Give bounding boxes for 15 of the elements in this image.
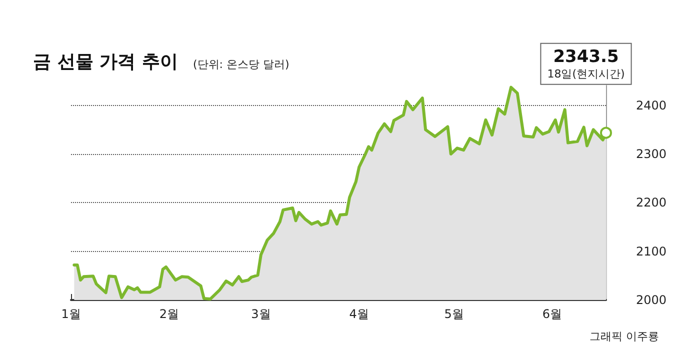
text: 그래픽 이주룡 (590, 330, 660, 343)
x-tick-label: 2월 (159, 307, 179, 321)
y-tick-label: 2000 (636, 293, 667, 307)
x-tick-label: 4월 (349, 307, 369, 321)
x-tick-label: 5월 (444, 307, 464, 321)
chart-title: 금 선물 가격 추이 (33, 52, 178, 72)
y-tick-label: 2200 (636, 196, 667, 210)
x-tick-label: 6월 (542, 307, 562, 321)
annotation: 2343.5 18일(현지시간) (547, 46, 625, 80)
x-tick-label: 3월 (251, 307, 271, 321)
y-tick-label: 2400 (636, 98, 667, 112)
x-tick-label: 1월 (61, 307, 81, 321)
y-tick-label: 2100 (636, 244, 667, 258)
chart-subtitle: (단위: 온스당 달러) (193, 58, 290, 71)
y-tick-label: 2300 (636, 147, 667, 161)
